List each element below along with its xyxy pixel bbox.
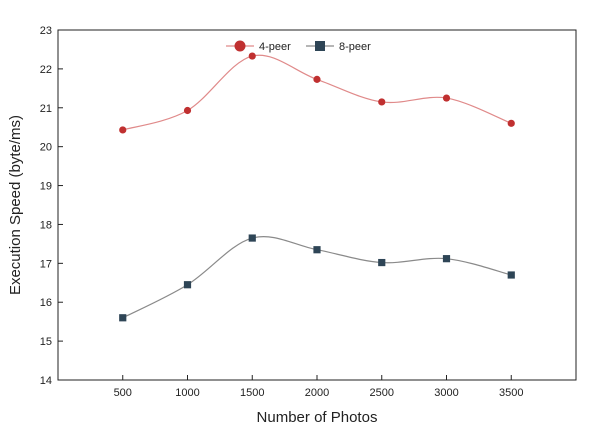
legend: 4-peer 8-peer xyxy=(226,40,371,53)
series-layer xyxy=(119,52,515,322)
x-tick-label: 1500 xyxy=(240,387,264,399)
y-tick-label: 18 xyxy=(40,219,52,231)
data-point-8-peer xyxy=(248,234,256,242)
y-tick-label: 19 xyxy=(40,181,52,193)
y-tick-label: 14 xyxy=(40,375,52,387)
data-point-4-peer xyxy=(119,126,127,134)
y-tick-label: 22 xyxy=(40,64,52,76)
x-axis: 500 1000 1500 2000 2500 3000 3500 xyxy=(114,375,523,399)
y-tick-label: 16 xyxy=(40,297,52,309)
data-point-4-peer xyxy=(248,52,256,60)
x-tick-label: 2500 xyxy=(370,387,394,399)
data-point-8-peer xyxy=(442,255,451,263)
data-point-8-peer xyxy=(183,281,192,289)
legend-label-8-peer: 8-peer xyxy=(339,41,371,53)
legend-label-4-peer: 4-peer xyxy=(259,41,291,53)
x-axis-title: Number of Photos xyxy=(257,409,378,426)
y-axis: 14 15 16 17 18 19 20 21 22 23 xyxy=(40,25,63,387)
legend-marker-8-peer xyxy=(315,41,325,51)
data-point-8-peer xyxy=(507,271,515,279)
y-tick-label: 20 xyxy=(40,142,52,154)
x-tick-label: 3000 xyxy=(434,387,458,399)
data-point-8-peer xyxy=(313,246,321,254)
y-tick-label: 15 xyxy=(40,336,52,348)
legend-marker-4-peer xyxy=(234,40,246,52)
plot-area xyxy=(57,29,577,381)
y-tick-label: 17 xyxy=(40,258,52,270)
y-axis-title: Execution Speed (byte/ms) xyxy=(7,115,24,295)
data-point-8-peer xyxy=(378,258,386,267)
x-tick-label: 1000 xyxy=(175,387,199,399)
y-tick-label: 23 xyxy=(40,25,52,37)
data-point-4-peer xyxy=(507,119,515,127)
data-point-8-peer xyxy=(119,314,127,322)
data-point-4-peer xyxy=(442,94,451,102)
x-tick-label: 2000 xyxy=(305,387,329,399)
data-point-4-peer xyxy=(378,98,386,106)
data-point-4-peer xyxy=(183,106,192,115)
x-tick-label: 3500 xyxy=(499,387,523,399)
x-tick-label: 500 xyxy=(114,387,132,399)
y-tick-label: 21 xyxy=(40,103,52,115)
data-point-4-peer xyxy=(313,75,321,83)
